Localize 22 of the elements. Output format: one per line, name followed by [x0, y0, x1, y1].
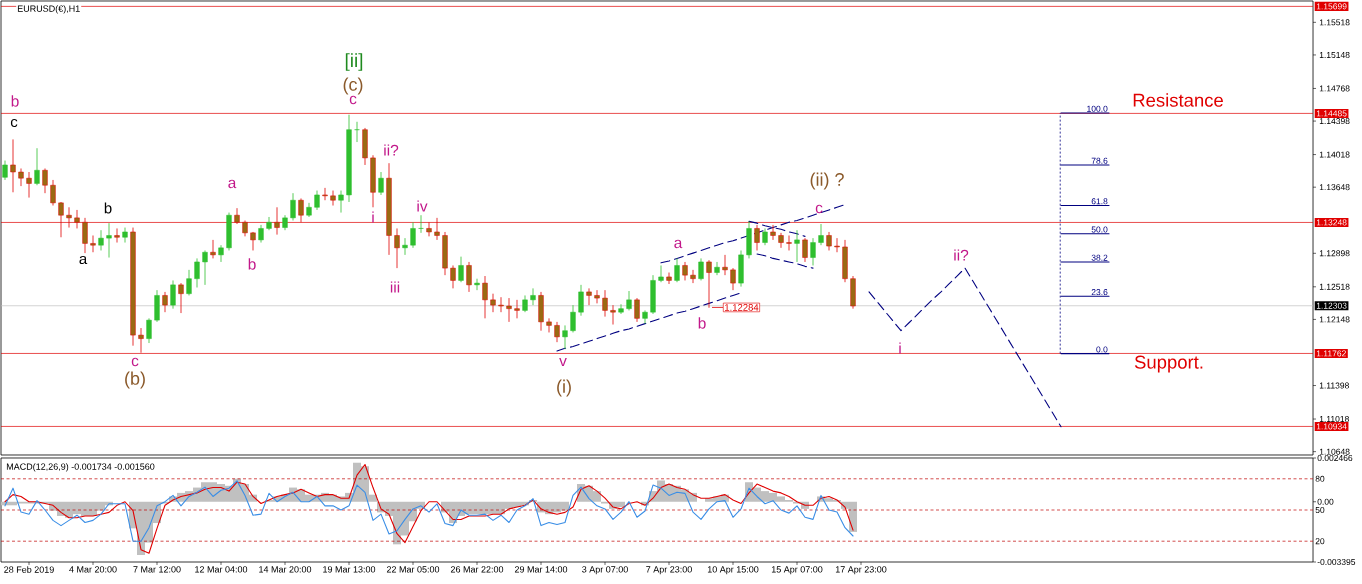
y-tick-label: -0.003395: [1317, 559, 1356, 565]
x-tick-label: 19 Mar 13:00: [323, 566, 376, 573]
x-tick-label: 7 Apr 23:00: [646, 566, 692, 575]
y-tick-label: 1.10648: [1319, 448, 1350, 455]
y2-tick-label: 80: [1315, 475, 1325, 482]
x-tick-label: 29 Mar 14:00: [514, 566, 568, 573]
x-tick-label: 12 Mar 04:00: [195, 566, 248, 573]
x-tick-label: 10 Apr 15:00: [707, 566, 759, 575]
x-tick-label: 3 Apr 07:00: [582, 566, 628, 575]
x-tick-label: 28 Feb 2019: [4, 566, 54, 573]
x-tick-label: 22 Mar 05:00: [386, 566, 440, 573]
x-tick-label: 14 Mar 20:00: [259, 566, 312, 573]
text: MACD(12,26,9) -0.001734 -0.001560: [6, 463, 155, 472]
x-tick-label: 7 Mar 12:00: [133, 566, 181, 573]
y2-tick-label: 20: [1315, 538, 1325, 545]
y-tick-label: 0.002466: [1317, 455, 1353, 461]
x-tick-label: 15 Apr 07:00: [771, 566, 823, 575]
x-tick-label: 4 Mar 20:00: [69, 566, 117, 573]
x-tick-label: 26 Mar 22:00: [450, 566, 504, 573]
y2-tick-label: 50: [1315, 507, 1325, 513]
y-tick-label: 0.00: [1317, 498, 1334, 505]
x-tick-label: 17 Apr 23:00: [835, 566, 887, 575]
